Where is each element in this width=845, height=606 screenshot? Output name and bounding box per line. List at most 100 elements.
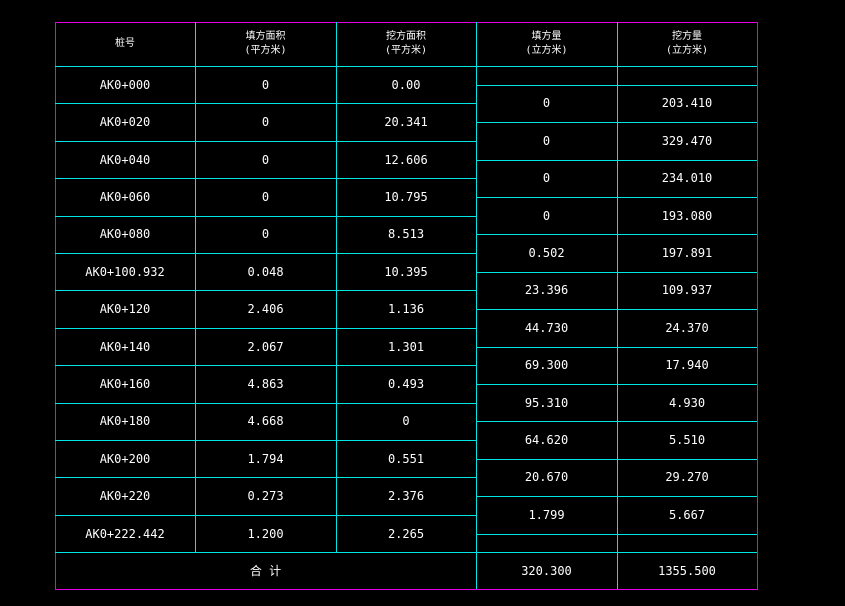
station-cell: AK0+040 [99, 152, 151, 167]
cut-area-cell: 0.00 [391, 77, 421, 92]
cut-volume-cell: 109.937 [661, 283, 713, 298]
row-divider [476, 196, 757, 198]
cut-area-cell: 0.493 [387, 376, 425, 391]
row-divider [476, 122, 757, 124]
row-divider [55, 253, 476, 254]
header-line: 挖方面积 [385, 31, 426, 42]
fill-area-cell: 0.273 [247, 489, 284, 504]
row-divider [55, 402, 476, 404]
fill-volume-cell: 44.730 [524, 320, 569, 335]
station-cell: AK0+020 [99, 115, 151, 130]
column-divider [195, 22, 196, 553]
fill-area-cell: 0 [261, 189, 270, 204]
station-cell: AK0+100.932 [85, 264, 165, 279]
cut-volume-cell: 5.667 [668, 507, 706, 522]
fill-volume-cell: 64.620 [524, 433, 569, 447]
header-cut-area: 挖方面积 (平方米) [385, 30, 427, 58]
header-line: (立方米) [525, 45, 568, 56]
cut-area-cell: 1.136 [387, 302, 425, 317]
station-cell: AK0+180 [99, 414, 151, 429]
row-divider [55, 552, 476, 554]
station-cell: AK0+000 [99, 77, 151, 92]
station-cell: AK0+222.442 [85, 526, 165, 541]
fill-area-cell: 0 [261, 152, 270, 167]
cut-volume-cell: 5.510 [668, 433, 706, 447]
cut-volume-cell: 193.080 [661, 208, 713, 223]
cut-volume-cell: 197.891 [661, 246, 713, 260]
fill-area-cell: 0 [261, 77, 270, 92]
column-divider [617, 22, 618, 589]
station-cell: AK0+160 [99, 376, 151, 391]
fill-volume-cell: 0 [542, 133, 551, 148]
row-divider [476, 421, 757, 423]
row-divider [476, 496, 757, 498]
row-divider [476, 383, 757, 385]
table-border-top [55, 22, 757, 23]
row-divider [55, 290, 476, 292]
cut-area-cell: 0.551 [387, 451, 425, 466]
cut-volume-cell: 4.930 [668, 395, 706, 410]
cut-area-cell: 2.265 [387, 526, 425, 541]
fill-volume-cell: 95.310 [524, 395, 569, 410]
fill-volume-cell: 0 [542, 208, 551, 223]
cut-area-cell: 0 [402, 414, 410, 429]
cut-area-cell: 10.795 [384, 189, 428, 204]
station-cell: AK0+140 [99, 339, 151, 354]
cut-area-cell: 2.376 [387, 489, 425, 504]
cut-volume-cell: 234.010 [661, 171, 713, 186]
total-cut-volume: 1355.500 [658, 563, 716, 578]
fill-area-cell: 1.794 [247, 451, 284, 466]
cut-area-cell: 20.341 [384, 115, 428, 130]
row-divider [476, 552, 757, 554]
fill-volume-cell: 69.300 [524, 358, 569, 373]
total-label: 合 计 [249, 563, 282, 578]
fill-area-cell: 1.200 [247, 526, 284, 541]
fill-area-cell: 4.863 [247, 376, 284, 391]
fill-area-cell: 4.668 [247, 414, 284, 429]
row-divider [476, 271, 757, 273]
row-divider [476, 533, 757, 535]
fill-volume-cell: 0 [542, 171, 551, 186]
row-divider [476, 309, 757, 311]
row-divider [55, 365, 476, 367]
cut-area-cell: 12.606 [384, 152, 428, 167]
fill-area-cell: 2.067 [247, 339, 284, 354]
header-line: 填方量 [531, 31, 562, 42]
table-border-left [55, 22, 56, 589]
fill-volume-cell: 0.502 [528, 246, 565, 260]
table-border-right [757, 22, 758, 589]
row-divider [476, 346, 757, 348]
header-cut-volume: 挖方量 (立方米) [666, 30, 708, 58]
row-divider [476, 458, 757, 460]
station-cell: AK0+220 [99, 489, 151, 504]
cut-area-cell: 1.301 [387, 339, 425, 354]
table-border-bottom [55, 589, 758, 590]
row-divider [55, 103, 476, 105]
header-line: (立方米) [665, 45, 709, 56]
row-divider [476, 159, 757, 161]
fill-area-cell: 2.406 [247, 302, 284, 317]
header-line: (平方米) [384, 45, 428, 56]
row-divider [55, 140, 476, 142]
fill-volume-cell: 23.396 [524, 283, 569, 298]
total-fill-volume: 320.300 [521, 563, 572, 578]
cut-volume-cell: 203.410 [661, 96, 713, 111]
station-cell: AK0+120 [99, 302, 151, 317]
fill-area-cell: 0 [261, 115, 270, 130]
fill-volume-cell: 0 [542, 96, 551, 111]
column-divider [336, 22, 337, 553]
row-divider [55, 514, 476, 516]
header-fill-area: 填方面积 (平方米) [244, 30, 286, 58]
row-divider [55, 178, 476, 180]
header-line: 填方面积 [245, 31, 286, 42]
header-divider [55, 66, 757, 67]
row-divider [476, 84, 757, 86]
column-divider [476, 22, 477, 589]
header-station: 桩号 [115, 38, 135, 49]
row-divider [476, 234, 757, 236]
station-cell: AK0+200 [99, 451, 151, 466]
row-divider [55, 440, 476, 441]
row-divider [55, 327, 476, 329]
cut-volume-cell: 24.370 [665, 320, 709, 335]
